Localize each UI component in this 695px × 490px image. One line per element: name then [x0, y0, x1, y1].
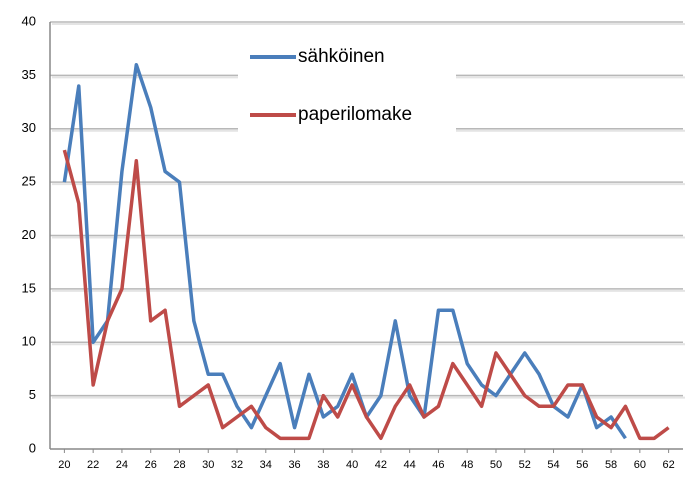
x-tick-label: 38 [317, 459, 329, 471]
x-tick-label: 20 [58, 459, 70, 471]
x-tick-label: 40 [346, 459, 358, 471]
x-tick-label: 56 [576, 459, 588, 471]
x-tick-label: 46 [432, 459, 444, 471]
x-tick-label: 34 [260, 459, 272, 471]
legend-box [238, 28, 456, 148]
x-tick-label: 58 [605, 459, 617, 471]
y-tick-label: 0 [29, 440, 36, 455]
y-tick-label: 35 [22, 67, 36, 82]
x-tick-label: 28 [173, 459, 185, 471]
y-tick-label: 15 [22, 280, 36, 295]
x-tick-label: 52 [519, 459, 531, 471]
x-tick-label: 60 [634, 459, 646, 471]
plot: 0 5 10 15 20 25 30 35 40 20 22 24 26 28 30 32 34 36 38 40 42… [22, 13, 685, 471]
x-tick-label: 54 [547, 459, 559, 471]
x-tick-label: 26 [145, 459, 157, 471]
y-tick-label: 40 [22, 13, 36, 28]
y-tick-label: 30 [22, 120, 36, 135]
x-tick-label: 36 [288, 459, 300, 471]
x-tick-label: 44 [404, 459, 416, 471]
x-tick-label: 50 [490, 459, 502, 471]
x-tick-label: 30 [202, 459, 214, 471]
y-tick-label: 5 [29, 387, 36, 402]
series-line [62, 62, 627, 440]
x-tick-label: 24 [116, 459, 128, 471]
series-line [62, 149, 670, 441]
x-tick-label: 32 [231, 459, 243, 471]
y-tick-label: 20 [22, 227, 36, 242]
x-tick-label: 22 [87, 459, 99, 471]
x-tick-label: 42 [375, 459, 387, 471]
y-tick-label: 25 [22, 174, 36, 189]
x-tick-label: 62 [662, 459, 674, 471]
x-tick-label: 48 [461, 459, 473, 471]
legend-label: sähköinen [298, 46, 385, 67]
legend-label: paperilomake [298, 104, 412, 125]
y-tick-label: 10 [22, 334, 36, 349]
